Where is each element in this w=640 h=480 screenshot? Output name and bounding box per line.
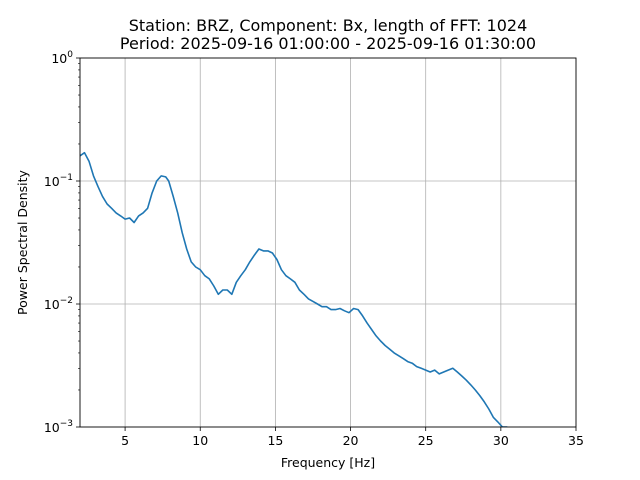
y-axis-ticks: 10−3 10−2 10−1 100 — [44, 50, 80, 435]
x-tick-label: 20 — [343, 433, 359, 448]
y-tick-label: 100 — [51, 50, 73, 66]
y-axis-label: Power Spectral Density — [15, 169, 30, 314]
x-axis-ticks: 5 10 15 20 25 30 35 — [121, 427, 584, 448]
y-tick-label: 10−2 — [44, 296, 73, 312]
x-tick-label: 15 — [267, 433, 283, 448]
x-tick-label: 35 — [568, 433, 584, 448]
x-axis-label: Frequency [Hz] — [281, 455, 375, 470]
grid-lines — [80, 58, 576, 427]
chart-title-line-2: Period: 2025-09-16 01:00:00 - 2025-09-16… — [120, 34, 536, 53]
x-tick-label: 5 — [121, 433, 129, 448]
chart-title-line-1: Station: BRZ, Component: Bx, length of F… — [129, 16, 528, 35]
y-tick-label: 10−3 — [44, 419, 73, 435]
x-tick-label: 10 — [192, 433, 208, 448]
x-tick-label: 30 — [493, 433, 509, 448]
y-tick-label: 10−1 — [44, 173, 73, 189]
plot-area — [80, 151, 521, 427]
x-tick-label: 25 — [418, 433, 434, 448]
plot-frame — [79, 57, 577, 428]
psd-series-line — [80, 151, 521, 427]
